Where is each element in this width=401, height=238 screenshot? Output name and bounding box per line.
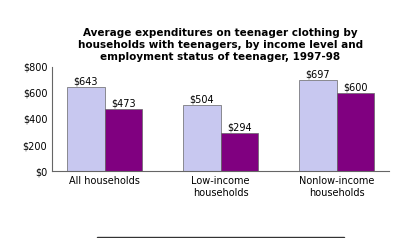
Text: $697: $697 <box>306 69 330 79</box>
Text: $643: $643 <box>74 76 98 86</box>
Bar <box>67 87 105 171</box>
Title: Average expenditures on teenager clothing by
households with teenagers, by incom: Average expenditures on teenager clothin… <box>78 29 363 62</box>
Bar <box>105 109 142 171</box>
Bar <box>183 105 221 171</box>
Bar <box>221 133 258 171</box>
Bar <box>336 93 374 171</box>
Legend: Employed teens, Nonemployed teens: Employed teens, Nonemployed teens <box>97 237 344 238</box>
Text: $504: $504 <box>190 94 214 105</box>
Text: $473: $473 <box>111 99 136 109</box>
Bar <box>300 80 336 171</box>
Text: $600: $600 <box>343 82 367 92</box>
Text: $294: $294 <box>227 122 251 132</box>
